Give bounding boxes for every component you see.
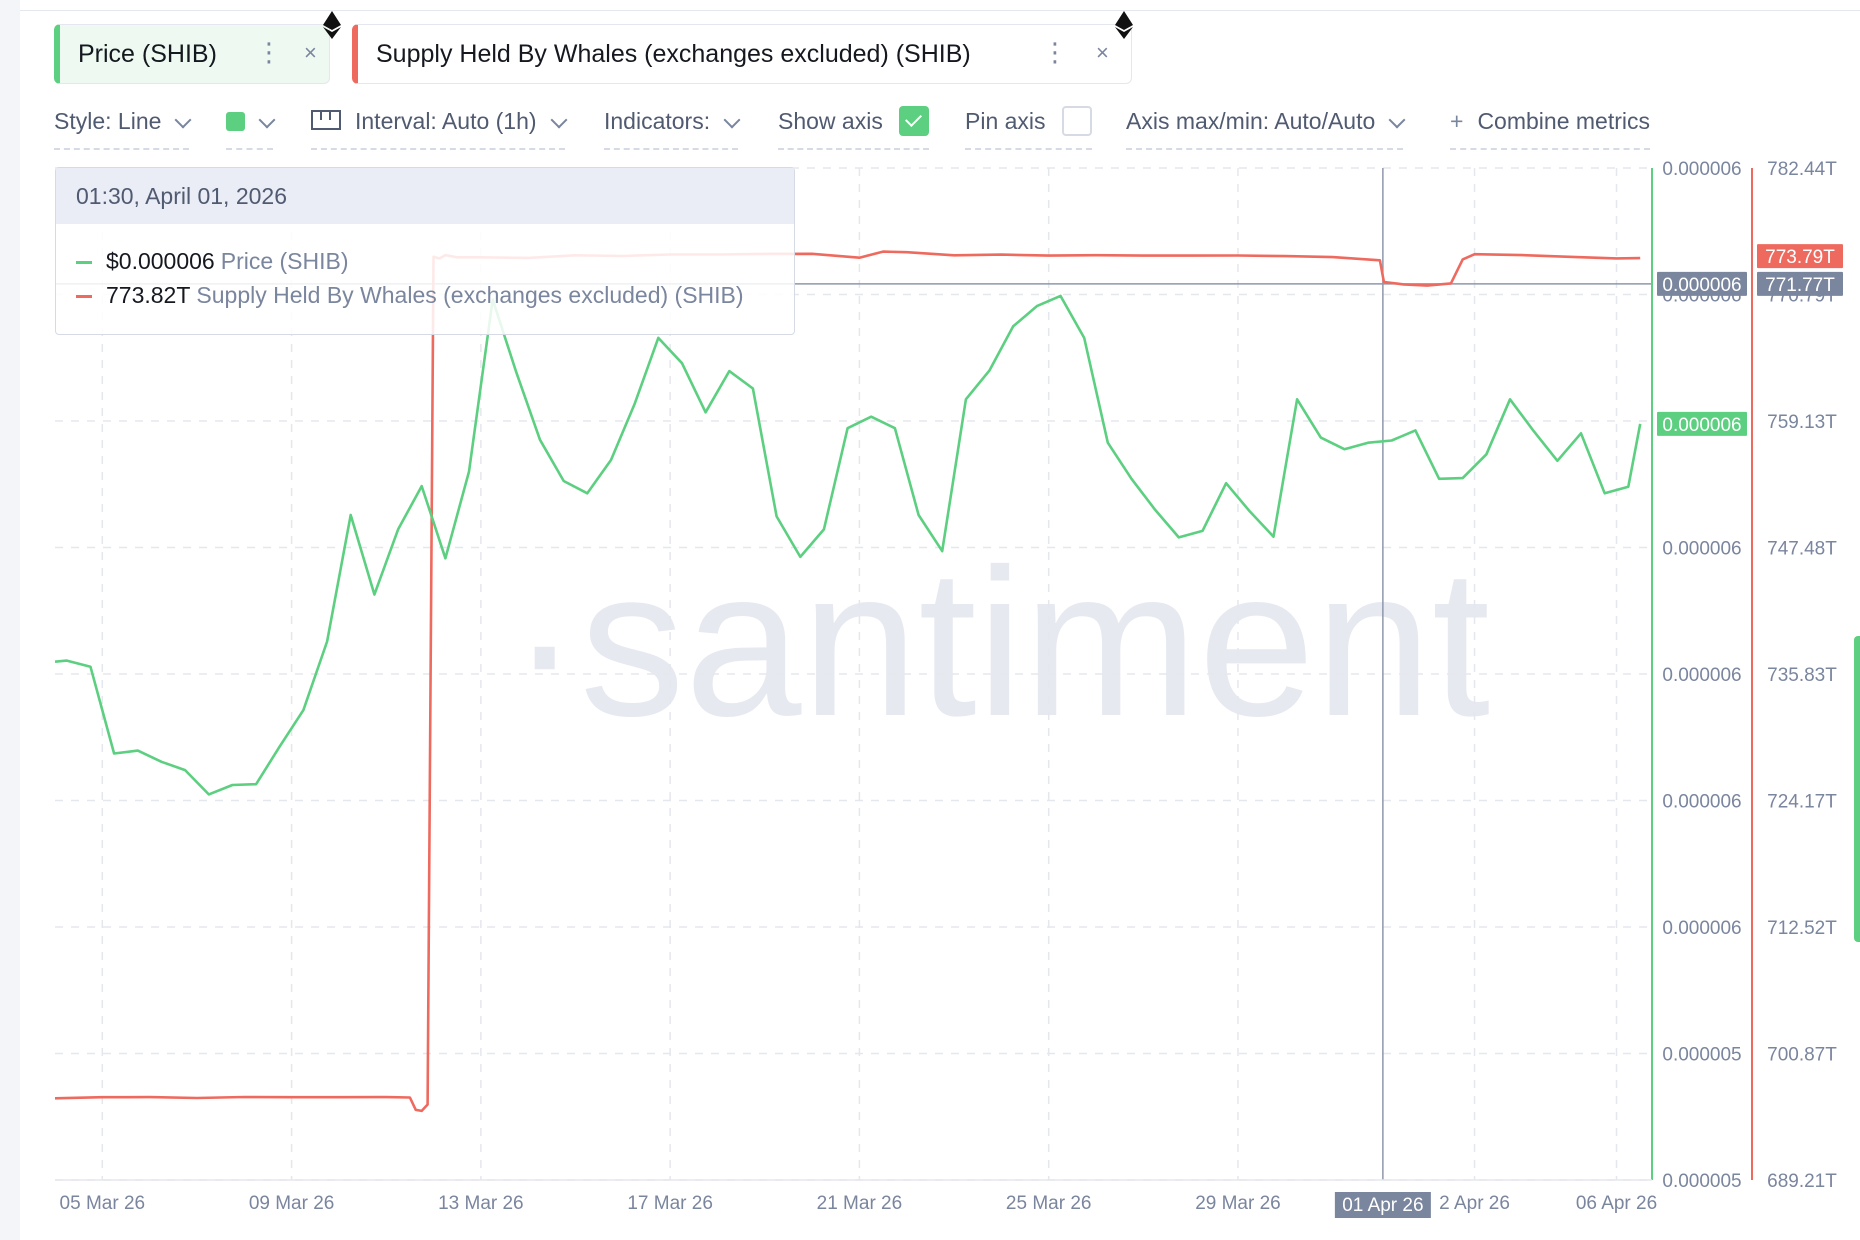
show-axis-label: Show axis bbox=[778, 108, 883, 134]
tooltip-date: 01:30, April 01, 2026 bbox=[56, 168, 794, 224]
ethereum-icon bbox=[1115, 11, 1133, 39]
tooltip-value-price: $0.000006 bbox=[106, 248, 215, 274]
more-options-icon[interactable]: ⋮ bbox=[256, 37, 282, 67]
tooltip-name-whales: Supply Held By Whales (exchanges exclude… bbox=[196, 282, 744, 308]
x-tick-label: 05 Mar 26 bbox=[60, 1193, 146, 1214]
price-axis-tick: 0.000005 bbox=[1662, 1045, 1741, 1066]
style-dropdown[interactable]: Style: Line bbox=[54, 108, 192, 150]
crosshair-price-badge-bg bbox=[1657, 271, 1747, 296]
tooltip-name-price: Price (SHIB) bbox=[220, 248, 349, 274]
x-tick-label: 29 Mar 26 bbox=[1195, 1193, 1281, 1214]
header-divider bbox=[20, 10, 1860, 11]
supply-axis-tick: 724.17T bbox=[1767, 792, 1837, 813]
chart-toolbar: Style: Line Interval: Auto (1h) Indicato… bbox=[0, 104, 1860, 150]
supply-axis-tick: 700.87T bbox=[1767, 1045, 1837, 1066]
price-series bbox=[54, 294, 1642, 796]
supply-last-value-badge-bg bbox=[1757, 244, 1843, 269]
supply-axis-tick: 759.13T bbox=[1767, 412, 1837, 433]
x-tick-label: 21 Mar 26 bbox=[817, 1193, 903, 1214]
interval-label: Interval: Auto (1h) bbox=[355, 108, 537, 134]
tooltip-row-price: $0.000006 Price (SHIB) bbox=[76, 248, 349, 275]
axis-maxmin-label: Axis max/min: Auto/Auto bbox=[1126, 108, 1376, 134]
panel-resize-handle[interactable] bbox=[1854, 636, 1860, 942]
chart-tooltip: 01:30, April 01, 2026 $0.000006 Price (SH… bbox=[55, 167, 795, 335]
price-last-value-badge-bg bbox=[1657, 411, 1747, 436]
supply-last-value-badge: 773.79T bbox=[1765, 247, 1835, 268]
supply-axis-tick: 782.44T bbox=[1767, 159, 1837, 180]
supply-series bbox=[54, 250, 1641, 1113]
combine-metrics-label: Combine metrics bbox=[1477, 108, 1650, 134]
show-axis-toggle[interactable]: Show axis bbox=[778, 106, 929, 150]
close-icon[interactable]: × bbox=[304, 40, 317, 65]
crosshair-supply-badge-bg bbox=[1757, 271, 1843, 296]
supply-axis-tick: 689.21T bbox=[1767, 1171, 1837, 1192]
pin-axis-checkbox[interactable] bbox=[1061, 106, 1092, 136]
price-last-value-badge: 0.000006 bbox=[1662, 415, 1741, 436]
pin-axis-toggle[interactable]: Pin axis bbox=[965, 106, 1092, 150]
x-tick-label: 06 Apr 26 bbox=[1576, 1193, 1657, 1214]
style-label: Style: Line bbox=[54, 108, 162, 134]
crosshair-date-badge-bg bbox=[1334, 1192, 1431, 1218]
legend-swatch-whales bbox=[76, 295, 92, 299]
price-axis-tick: 0.000006 bbox=[1662, 918, 1741, 939]
price-axis-tick: 0.000006 bbox=[1662, 539, 1741, 560]
price-axis-tick: 0.000006 bbox=[1662, 665, 1741, 686]
close-icon[interactable]: × bbox=[1096, 40, 1109, 65]
x-tick-label: 17 Mar 26 bbox=[627, 1193, 713, 1214]
plus-icon: + bbox=[1450, 108, 1464, 134]
sidebar-edge bbox=[0, 0, 20, 1240]
indicators-dropdown[interactable]: Indicators: bbox=[604, 108, 741, 150]
axis-maxmin-dropdown[interactable]: Axis max/min: Auto/Auto bbox=[1126, 108, 1406, 150]
interval-dropdown[interactable]: Interval: Auto (1h) bbox=[311, 108, 568, 150]
tooltip-row-whales: 773.82T Supply Held By Whales (exchanges … bbox=[76, 282, 744, 309]
color-swatch bbox=[226, 112, 245, 131]
supply-axis-tick: 735.83T bbox=[1767, 665, 1837, 686]
crosshair-date-badge: 01 Apr 26 bbox=[1342, 1195, 1423, 1216]
metric-chip-price[interactable]: Price (SHIB) ⋮ × bbox=[54, 11, 341, 84]
crosshair-price-badge: 0.000006 bbox=[1662, 275, 1741, 296]
x-tick-label: 25 Mar 26 bbox=[1006, 1193, 1092, 1214]
supply-axis-tick: 747.48T bbox=[1767, 539, 1837, 560]
supply-axis-tick: 712.52T bbox=[1767, 918, 1837, 939]
more-options-icon[interactable]: ⋮ bbox=[1042, 37, 1068, 67]
ruler-icon bbox=[311, 110, 341, 130]
axis-labels: 05 Mar 26 09 Mar 26 13 Mar 26 17 Mar 26 21 M… bbox=[60, 159, 1843, 1218]
price-axis-tick: 0.000005 bbox=[1662, 1171, 1741, 1192]
watermark: ·santiment bbox=[510, 525, 1490, 760]
metric-chip-whales[interactable]: Supply Held By Whales (exchanges exclude… bbox=[352, 11, 1133, 84]
indicators-label: Indicators: bbox=[604, 108, 711, 134]
show-axis-checkbox[interactable] bbox=[898, 106, 929, 136]
ethereum-icon bbox=[323, 11, 341, 39]
x-tick-label: 2 Apr 26 bbox=[1439, 1193, 1510, 1214]
price-axis-tick: 0.000006 bbox=[1662, 792, 1741, 813]
axes bbox=[55, 168, 1753, 1181]
x-tick-label: 09 Mar 26 bbox=[249, 1193, 335, 1214]
price-axis-tick: 0.000006 bbox=[1662, 159, 1741, 180]
pin-axis-label: Pin axis bbox=[965, 108, 1046, 134]
tooltip-value-whales: 773.82T bbox=[106, 282, 191, 308]
x-tick-label: 13 Mar 26 bbox=[438, 1193, 524, 1214]
metric-label-price: Price (SHIB) bbox=[78, 39, 217, 68]
legend-swatch-price bbox=[76, 261, 92, 265]
combine-metrics-button[interactable]: + Combine metrics bbox=[1450, 108, 1650, 150]
metric-label-whales: Supply Held By Whales (exchanges exclude… bbox=[376, 39, 971, 68]
crosshair-supply-badge: 771.77T bbox=[1765, 275, 1835, 296]
color-dropdown[interactable] bbox=[226, 108, 276, 150]
